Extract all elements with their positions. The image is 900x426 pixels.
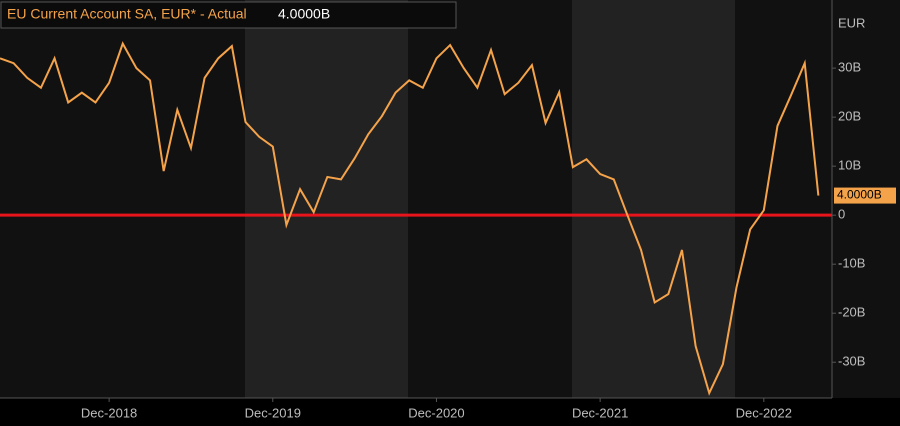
last-value-tag (834, 187, 896, 204)
header-title: EU Current Account SA, EUR* - Actual (7, 6, 247, 22)
line (0, 41, 820, 396)
band (245, 0, 408, 398)
y-tick-label: 10B (838, 158, 861, 173)
y-tick-label: 0 (838, 207, 845, 222)
x-tick-label: Dec-2022 (736, 405, 792, 420)
band (572, 0, 735, 398)
x-tick-label: Dec-2021 (572, 405, 628, 420)
y-tick-label: 20B (838, 109, 861, 124)
last-value-label: 4.0000B (837, 188, 882, 202)
y-tick-label: -30B (838, 354, 865, 369)
y-tick-label: 30B (838, 60, 861, 75)
x-axis-area (0, 398, 900, 426)
y-unit: EUR (838, 15, 865, 30)
header-value: 4.0000B (278, 6, 330, 22)
y-tick-label: -20B (838, 305, 865, 320)
x-tick-label: Dec-2020 (408, 405, 464, 420)
x-tick-label: Dec-2019 (245, 405, 301, 420)
header-box (0, 1, 457, 29)
y-tick-label: -10B (838, 256, 865, 271)
x-tick-label: Dec-2018 (81, 405, 137, 420)
